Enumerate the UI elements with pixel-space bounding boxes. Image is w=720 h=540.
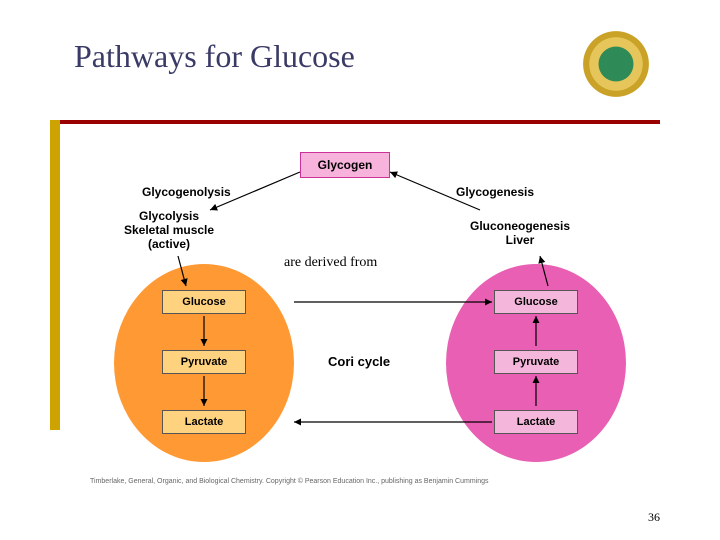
slide-title: Pathways for Glucose — [74, 38, 355, 75]
mol-label: Glucose — [182, 296, 225, 308]
label-gluconeogenesis: GluconeogenesisLiver — [470, 220, 570, 248]
accent-top-rule — [60, 120, 660, 124]
label-glycogenolysis: Glycogenolysis — [142, 186, 231, 200]
node-lactate-right: Lactate — [494, 410, 578, 434]
mol-label: Lactate — [185, 416, 224, 428]
fragment-text: are derived from — [284, 255, 377, 271]
node-lactate-left: Lactate — [162, 410, 246, 434]
node-glucose-left: Glucose — [162, 290, 246, 314]
copyright-caption: Timberlake, General, Organic, and Biolog… — [90, 478, 489, 485]
seal-logo — [562, 28, 670, 100]
mol-label: Lactate — [517, 416, 556, 428]
node-glycogen-label: Glycogen — [318, 158, 373, 172]
accent-left-bar — [50, 120, 60, 430]
slide: Pathways for Glucose Glycogen Glycogenol… — [0, 0, 720, 540]
node-pyruvate-right: Pyruvate — [494, 350, 578, 374]
mol-label: Pyruvate — [181, 356, 227, 368]
node-pyruvate-left: Pyruvate — [162, 350, 246, 374]
slide-number: 36 — [648, 510, 660, 525]
label-glycolysis: GlycolysisSkeletal muscle(active) — [124, 210, 214, 251]
node-glucose-right: Glucose — [494, 290, 578, 314]
mol-label: Glucose — [514, 296, 557, 308]
label-glycogenesis: Glycogenesis — [456, 186, 534, 200]
label-cori-cycle: Cori cycle — [328, 355, 390, 370]
node-glycogen: Glycogen — [300, 152, 390, 178]
mol-label: Pyruvate — [513, 356, 559, 368]
